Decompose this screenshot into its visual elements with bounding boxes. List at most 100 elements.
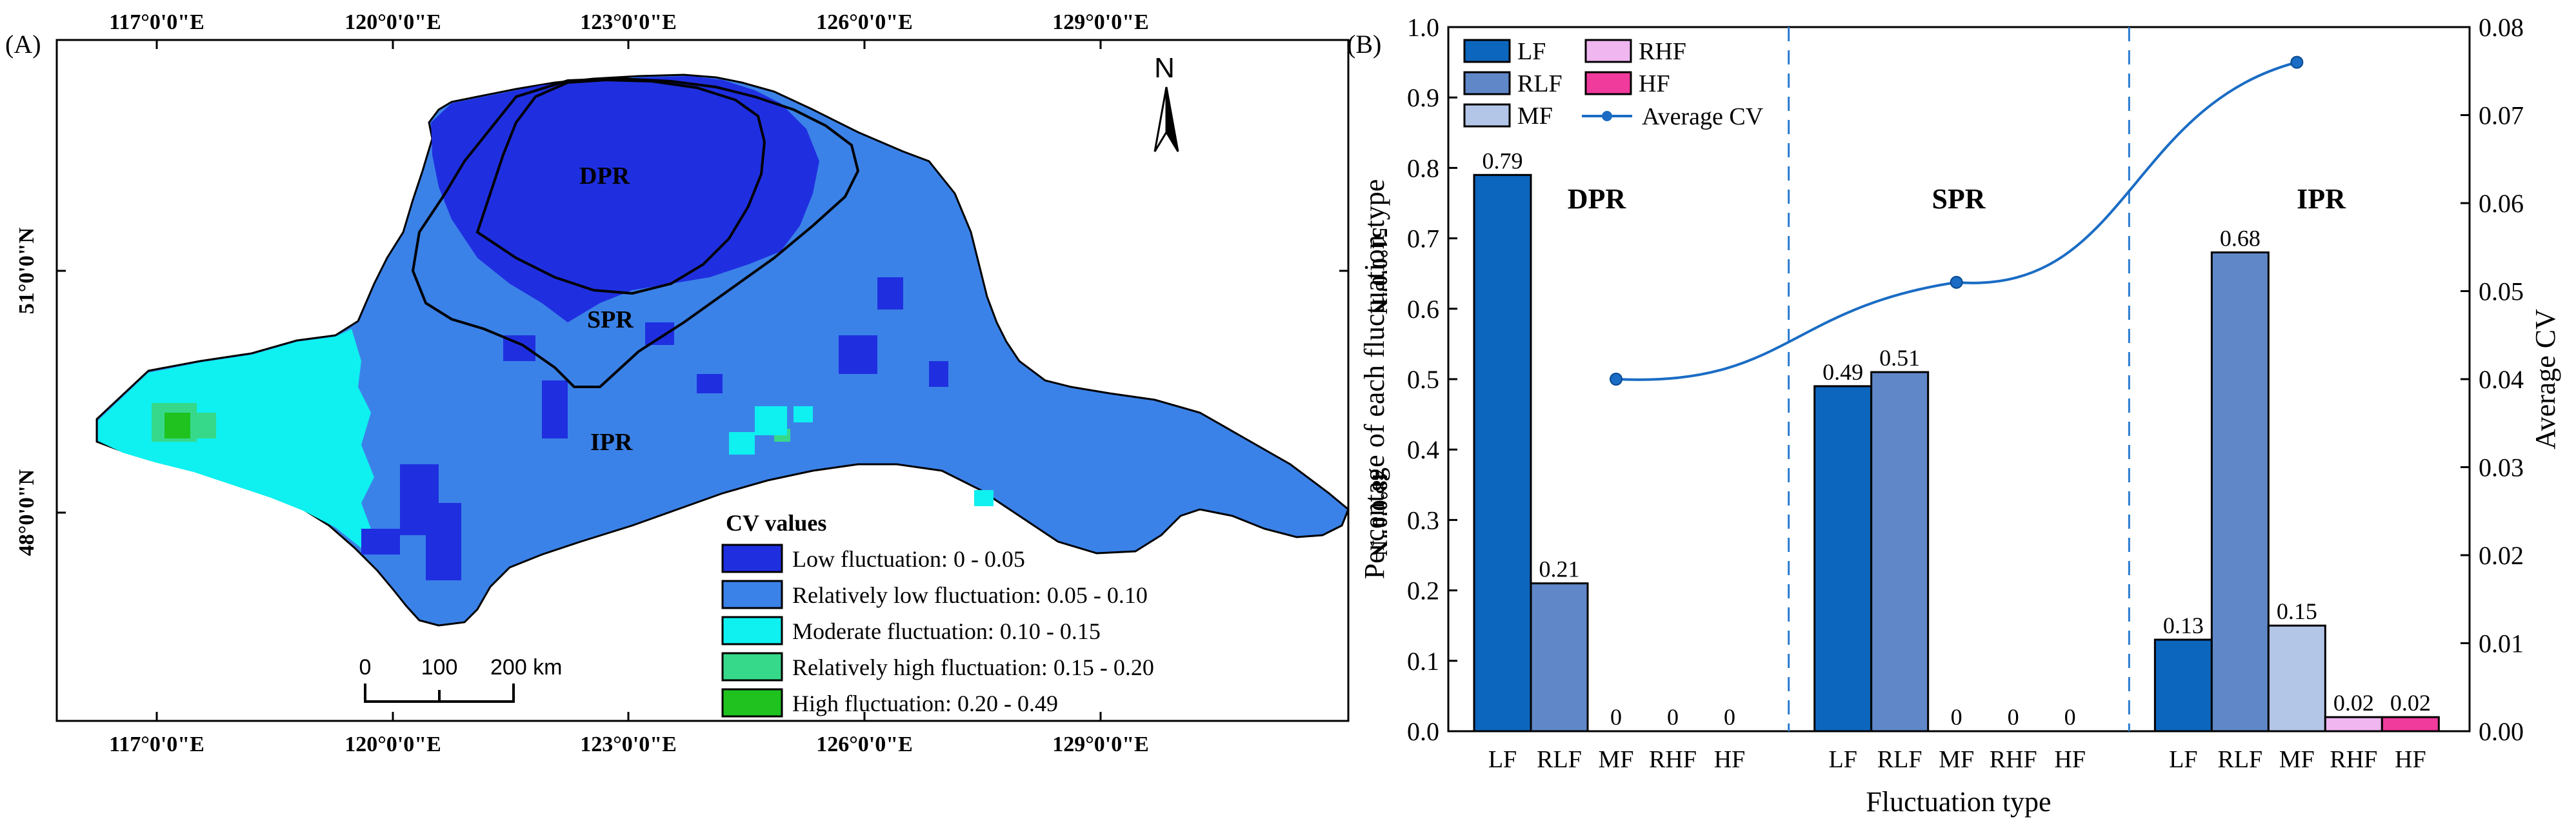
bar-dpr-lf — [1473, 173, 1532, 733]
moderate-fluctuation-area — [98, 329, 374, 548]
y-tick-label: 0.8 — [1407, 153, 1439, 182]
legend-item-label: Moderate fluctuation: 0.10 - 0.15 — [792, 618, 1101, 644]
region-label-dpr: DPR — [579, 162, 630, 190]
y-tick-label: 0.4 — [1407, 435, 1439, 464]
x-tick-label: LF — [2169, 746, 2197, 773]
legend-item-label: Relatively low fluctuation: 0.05 - 0.10 — [792, 582, 1148, 608]
legend-item-label: Low fluctuation: 0 - 0.05 — [792, 546, 1025, 572]
bar-value-label: 0.49 — [1822, 359, 1863, 385]
left-y-axis: 0.0 0.1 0.2 0.3 0.4 0.5 0.6 0.7 0.8 0.9 1.0 — [1407, 13, 1457, 746]
lon-tick-label-bottom: 123°0'0"E — [580, 733, 677, 756]
y2-tick-label: 0.02 — [2479, 541, 2524, 570]
bar-value-label: 0.51 — [1879, 345, 1920, 371]
y2-tick-label: 0.06 — [2479, 189, 2524, 218]
y-tick-label: 0.9 — [1407, 83, 1439, 112]
panel-a-map: (A) 117°0'0"E 117°0'0"E 120°0'0"E 120°0'0"E… — [5, 10, 1392, 756]
y2-axis-label: Average CV — [2530, 309, 2561, 449]
bar-value-label: 0.13 — [2163, 613, 2204, 638]
lon-tick-label-top: 120°0'0"E — [344, 10, 441, 34]
spr-boundary — [411, 77, 860, 388]
group-label-spr: SPR — [1932, 183, 1986, 215]
bar-ipr-hf — [2381, 716, 2440, 733]
chart-legend: LF RLF MF RHF HF Average CV — [1463, 38, 1764, 130]
x-tick-label: MF — [1599, 746, 1634, 773]
bar-value-label: 0.15 — [2277, 598, 2317, 624]
legend-swatch — [721, 580, 783, 609]
region-label-spr: SPR — [587, 306, 634, 333]
x-tick-label: RLF — [1877, 746, 1922, 773]
low-fluctuation-area — [431, 76, 819, 322]
bar-spr-rlf — [1870, 371, 1930, 733]
bar-value-labels: 0.79 0.21 0 0 0 0.49 0.51 0 0 0 0.13 0.68 0.15 0.02 0.… — [1483, 148, 2431, 730]
group-label-ipr: IPR — [2297, 183, 2346, 215]
legend-label-lf: LF — [1517, 38, 1546, 65]
scale-label-100: 100 — [421, 655, 458, 680]
x-tick-label: HF — [2395, 746, 2426, 773]
bar-value-label: 0 — [1724, 704, 1735, 730]
high-fluctuation-patch — [165, 413, 190, 438]
map-legend: CV values Low fluctuation: 0 - 0.05 Relat… — [721, 510, 1154, 718]
y-tick-label: 0.2 — [1407, 576, 1439, 605]
panel-b-label: (B) — [1347, 30, 1381, 59]
x-tick-label: RHF — [1649, 746, 1697, 773]
legend-item-label: Relatively high fluctuation: 0.15 - 0.20 — [792, 654, 1154, 680]
legend-swatch-rlf — [1463, 71, 1511, 95]
y2-tick-label: 0.07 — [2479, 101, 2524, 130]
moderate-fluctuation-patches — [729, 406, 993, 506]
x-tick-label: HF — [2054, 746, 2086, 773]
dpr-boundary — [475, 78, 766, 295]
bar-dpr-rlf — [1530, 582, 1589, 733]
x-tick-label: RHF — [1990, 746, 2037, 773]
lon-tick-label-top: 129°0'0"E — [1052, 10, 1149, 34]
north-arrow: N — [1153, 52, 1179, 152]
legend-label-average-cv: Average CV — [1642, 103, 1764, 130]
panel-a-label: (A) — [5, 30, 41, 59]
lon-tick-label-bottom: 117°0'0"E — [109, 733, 205, 756]
group-dividers — [1788, 27, 2130, 731]
legend-swatch — [721, 544, 783, 573]
relatively-high-fluctuation-patch — [194, 413, 216, 438]
x-tick-label: MF — [2279, 746, 2315, 773]
y-tick-label: 0.6 — [1407, 295, 1439, 324]
lon-tick-label-top: 123°0'0"E — [580, 10, 677, 34]
y2-tick-label: 0.05 — [2479, 277, 2524, 306]
bar-value-label: 0 — [1951, 704, 1962, 730]
north-arrow-right-half — [1165, 86, 1179, 152]
bar-value-label: 0.68 — [2220, 225, 2261, 251]
right-y-axis: 0.00 0.01 0.02 0.03 0.04 0.05 0.06 0.07 0.08 — [2461, 13, 2524, 746]
bar-value-label: 0.02 — [2390, 690, 2431, 716]
legend-swatch — [721, 616, 783, 645]
bar-ipr-mf — [2267, 624, 2326, 733]
y-tick-label: 0.0 — [1407, 717, 1439, 746]
x-tick-label: RLF — [1537, 746, 1582, 773]
y-tick-label: 0.7 — [1407, 224, 1439, 253]
average-cv-line — [1610, 55, 2304, 386]
x-tick-label: LF — [1488, 746, 1517, 773]
legend-swatch-rhf — [1584, 39, 1632, 63]
average-cv-point — [1610, 373, 1622, 386]
bar-ipr-rhf — [2324, 716, 2383, 733]
scale-bar: 0 100 200 km — [359, 655, 563, 703]
average-cv-point — [2290, 55, 2304, 69]
y2-tick-label: 0.03 — [2479, 453, 2524, 482]
bar-value-label: 0 — [2008, 704, 2019, 730]
lon-tick-label-bottom: 129°0'0"E — [1052, 733, 1149, 756]
legend-swatch-hf — [1584, 71, 1632, 95]
low-fluctuation-patches — [361, 277, 948, 580]
average-cv-curve — [1615, 61, 2297, 381]
y2-tick-label: 0.00 — [2479, 717, 2524, 746]
bar-ipr-lf — [2153, 638, 2213, 733]
y2-tick-label: 0.01 — [2479, 629, 2524, 658]
x-tick-labels: LF RLF MF RHF HF LF RLF MF RHF HF LF RLF MF RHF HF — [1488, 746, 2426, 773]
scale-label-200: 200 km — [490, 655, 563, 680]
lat-tick-label-left: 48°0'0"N — [15, 469, 39, 556]
legend-title: CV values — [726, 510, 826, 536]
bars — [1473, 173, 2440, 733]
x-tick-label: RHF — [2330, 746, 2377, 773]
y-tick-label: 0.3 — [1407, 506, 1439, 535]
y-tick-label: 1.0 — [1407, 13, 1439, 42]
legend-marker-average-cv — [1602, 111, 1612, 121]
legend-item-label: High fluctuation: 0.20 - 0.49 — [792, 691, 1058, 716]
bar-ipr-rlf — [2210, 251, 2270, 733]
